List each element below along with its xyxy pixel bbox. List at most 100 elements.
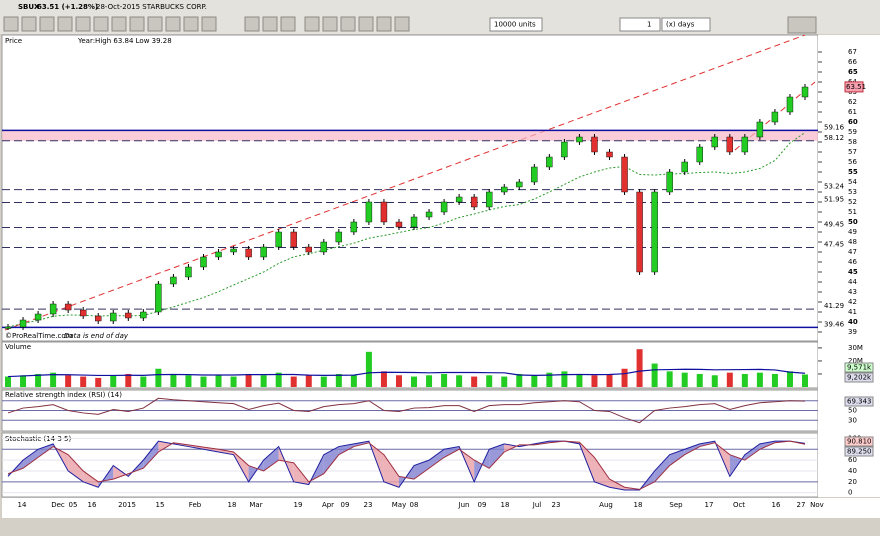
tool-button[interactable] [111, 16, 127, 32]
level-label: 47.45 [824, 241, 844, 249]
volume-bar [561, 371, 568, 387]
tool-button[interactable] [165, 16, 181, 32]
value-box [844, 362, 874, 373]
level-label: 53.24 [824, 183, 845, 191]
x-axis-bg [2, 498, 880, 518]
tool-button[interactable] [340, 16, 356, 32]
volume-bar [486, 375, 493, 387]
last-price-box [844, 81, 864, 93]
candle [486, 191, 493, 208]
candle [170, 276, 177, 285]
candle [305, 246, 312, 253]
x-tick-label: Mar [249, 501, 262, 509]
stochastic-fill [489, 443, 505, 469]
stochastic-fill [203, 447, 219, 452]
tool-button[interactable] [21, 16, 37, 32]
candle [215, 251, 222, 258]
candle [49, 303, 57, 315]
stochastic-k [7, 440, 806, 491]
stochastic-fill [68, 454, 84, 482]
candle [561, 141, 568, 158]
x-tick-label: 27 [797, 501, 806, 509]
volume-bar [155, 368, 162, 387]
volume-bar [350, 375, 357, 387]
candle [395, 221, 403, 228]
tool-button[interactable] [3, 16, 19, 32]
candle [4, 326, 12, 329]
tool-button[interactable] [244, 16, 260, 32]
stochastic-fill [444, 446, 460, 458]
tool-button[interactable] [201, 16, 217, 32]
stochastic-fill [684, 443, 700, 455]
volume-bar [185, 375, 192, 387]
y-tick-label: 42 [848, 298, 857, 306]
trendline [4, 34, 806, 331]
period-count-input[interactable] [619, 17, 661, 32]
symbol[interactable]: SBUX [18, 3, 40, 11]
tool-button[interactable] [280, 16, 296, 32]
tool-button[interactable] [394, 16, 410, 32]
level-label: 41.29 [824, 302, 844, 310]
tool-button[interactable] [57, 16, 73, 32]
volume-bar [681, 372, 688, 387]
tool-button[interactable] [358, 16, 374, 32]
value-box [844, 372, 874, 383]
volume-average [7, 368, 806, 378]
y-tick-label: 60 [848, 456, 857, 464]
candle [245, 248, 252, 258]
value-label: 89.250 [847, 448, 872, 456]
candle [786, 96, 794, 113]
volume-bar [576, 373, 583, 387]
period-count: 1 [647, 21, 651, 29]
y-tick-label: 66 [848, 58, 857, 66]
resistance-zone [2, 130, 818, 141]
volume-bar [50, 372, 57, 387]
candle [501, 186, 508, 193]
volume-bar [802, 374, 808, 387]
tool-button[interactable] [93, 16, 109, 32]
x-tick-label: 18 [228, 501, 237, 509]
y-tick-label: 62 [848, 98, 857, 106]
candle [64, 303, 72, 311]
y-tick-label: 59 [848, 128, 857, 136]
tool-button[interactable] [147, 16, 163, 32]
tool-button[interactable] [129, 16, 145, 32]
volume-bar [546, 372, 553, 387]
x-tick-label: 16 [88, 501, 97, 509]
candle [711, 136, 718, 148]
volume-bar [65, 375, 72, 387]
y-tick-label: 45 [848, 268, 858, 276]
volume-bar [365, 351, 372, 387]
units-input[interactable] [489, 17, 543, 32]
tool-button[interactable] [39, 16, 55, 32]
y-tick-label: 40 [848, 467, 857, 475]
candle [19, 319, 27, 328]
volume-bar [531, 375, 538, 387]
tool-button[interactable] [322, 16, 338, 32]
stochastic-fill [338, 443, 354, 455]
candle [320, 241, 327, 253]
value-box [844, 396, 874, 407]
y-tick-label: 50 [848, 218, 858, 226]
period-unit-select[interactable] [661, 17, 711, 32]
tool-button[interactable] [304, 16, 320, 32]
candle [470, 196, 478, 208]
candle [771, 111, 779, 123]
volume-bar [411, 376, 418, 387]
chart-style-button[interactable] [787, 16, 817, 34]
panel-title: Price [5, 37, 22, 45]
candle [185, 266, 192, 278]
candle [531, 166, 538, 183]
tool-button[interactable] [262, 16, 278, 32]
x-tick-label: 23 [364, 501, 373, 509]
tool-button[interactable] [75, 16, 91, 32]
candle [546, 156, 553, 168]
candle [230, 248, 237, 253]
volume-bar [726, 372, 733, 387]
candle [34, 313, 42, 321]
tool-button[interactable] [183, 16, 199, 32]
value-box [844, 446, 874, 457]
tool-button[interactable] [376, 16, 392, 32]
candle [455, 196, 463, 203]
